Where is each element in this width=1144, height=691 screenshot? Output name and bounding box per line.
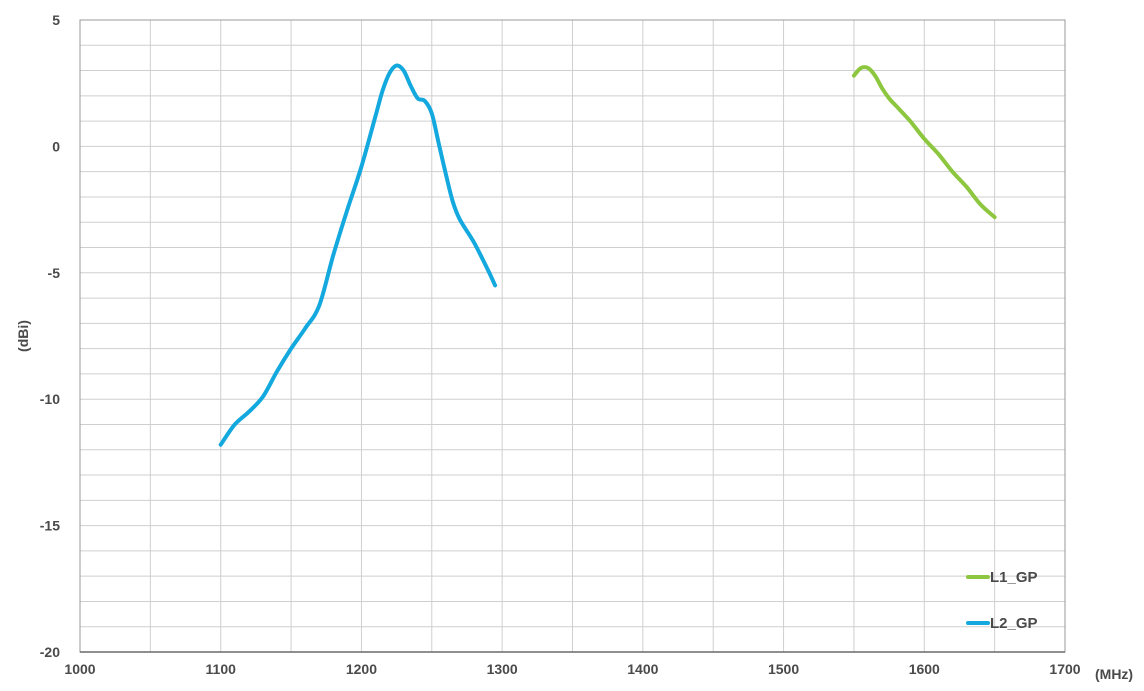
x-tick-label: 1300 (487, 661, 518, 677)
legend-label: L1_GP (990, 569, 1038, 586)
legend-label: L2_GP (990, 615, 1038, 632)
series-line-l1-gp (851, 65, 997, 220)
series-line-l2-gp (218, 63, 498, 447)
legend: L1_GP L2_GP (966, 569, 1038, 632)
y-tick-label: -5 (48, 265, 61, 281)
y-tick-label: -10 (40, 391, 60, 407)
series-lines (218, 63, 997, 447)
y-axis-label: (dBi) (15, 320, 31, 352)
grid (79, 19, 1066, 653)
x-tick-label: 1200 (346, 661, 377, 677)
axis-ticks: 1000 1100 1200 1300 1400 1500 1600 1700 5 0 -5 -10 -… (40, 12, 1081, 677)
x-tick-label: 1700 (1049, 661, 1080, 677)
x-axis-unit-label: (MHz) (1095, 666, 1133, 682)
y-tick-label: 5 (52, 12, 60, 28)
y-tick-label: -15 (40, 518, 60, 534)
x-tick-label: 1400 (627, 661, 658, 677)
y-tick-label: 0 (52, 138, 60, 154)
y-tick-label: -20 (40, 644, 60, 660)
x-tick-label: 1100 (206, 661, 237, 677)
x-tick-label: 1000 (64, 661, 95, 677)
x-tick-label: 1500 (768, 661, 799, 677)
x-tick-label: 1600 (909, 661, 940, 677)
